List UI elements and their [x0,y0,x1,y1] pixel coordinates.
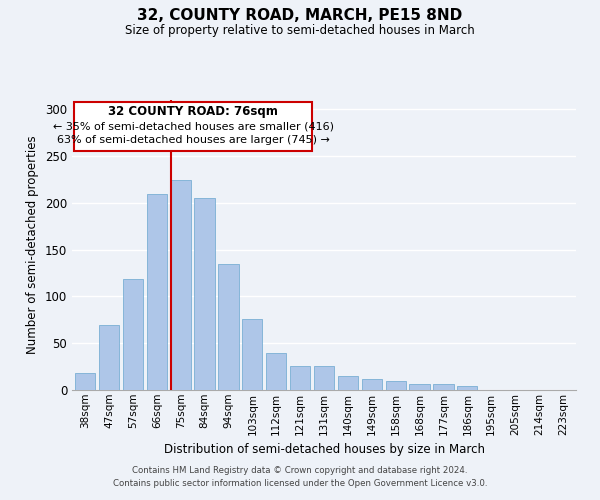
Text: Size of property relative to semi-detached houses in March: Size of property relative to semi-detach… [125,24,475,37]
Bar [433,384,454,390]
Text: Distribution of semi-detached houses by size in March: Distribution of semi-detached houses by … [163,442,485,456]
Bar [218,264,239,390]
Bar [170,180,191,390]
Text: Contains HM Land Registry data © Crown copyright and database right 2024.
Contai: Contains HM Land Registry data © Crown c… [113,466,487,487]
Bar [194,198,215,390]
Text: ← 35% of semi-detached houses are smaller (416): ← 35% of semi-detached houses are smalle… [53,121,334,131]
Bar [457,386,478,390]
Bar [123,278,143,390]
Bar [338,376,358,390]
Bar [386,380,406,390]
Bar [242,319,262,390]
Bar [362,379,382,390]
Text: 63% of semi-detached houses are larger (745) →: 63% of semi-detached houses are larger (… [57,135,329,145]
Text: 32 COUNTY ROAD: 76sqm: 32 COUNTY ROAD: 76sqm [108,104,278,118]
Bar [99,324,119,390]
Bar [146,194,167,390]
Bar [75,373,95,390]
Bar [314,366,334,390]
Bar [266,352,286,390]
Y-axis label: Number of semi-detached properties: Number of semi-detached properties [26,136,40,354]
Bar [290,366,310,390]
FancyBboxPatch shape [74,102,312,152]
Text: 32, COUNTY ROAD, MARCH, PE15 8ND: 32, COUNTY ROAD, MARCH, PE15 8ND [137,8,463,22]
Bar [409,384,430,390]
